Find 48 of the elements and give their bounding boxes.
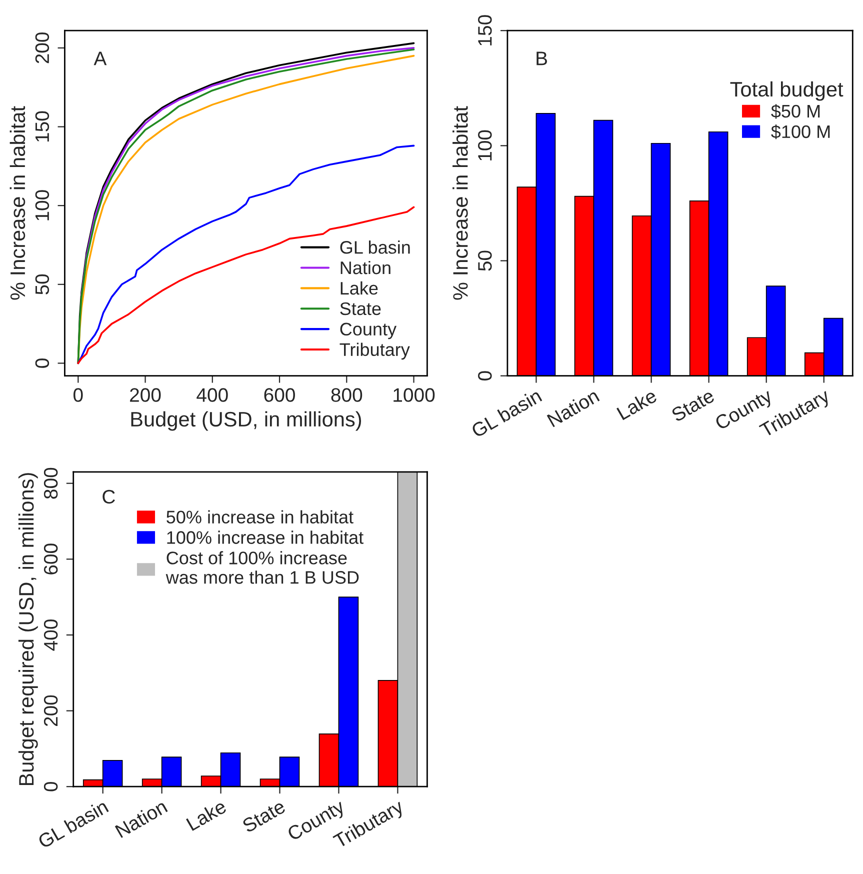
x-tick-label: 400 bbox=[196, 388, 228, 402]
legend-label: Tributary bbox=[340, 342, 410, 360]
annotation: C bbox=[102, 490, 115, 504]
x-tick-label: 200 bbox=[130, 388, 161, 402]
x-tick-label: GL basin bbox=[470, 388, 542, 438]
y-axis-title: Budget required (USD, in millions) bbox=[18, 473, 38, 786]
legend-title: Total budget bbox=[730, 81, 844, 101]
x-axis-title: Budget (USD, in millions) bbox=[131, 411, 362, 431]
y-axis-title: % Increase in habitat bbox=[452, 106, 468, 300]
y-tick-label: 150 bbox=[35, 111, 50, 142]
line-series bbox=[80, 47, 415, 296]
legend-label: 50% increase in habitat bbox=[166, 510, 354, 524]
x-tick-label: 800 bbox=[331, 388, 362, 402]
x-tick-label: Lake bbox=[616, 388, 658, 420]
annotation: A bbox=[94, 52, 107, 66]
y-tick-label: 400 bbox=[44, 620, 58, 651]
legend-label: Nation bbox=[340, 260, 390, 274]
legend-label: $100 M bbox=[771, 124, 830, 140]
x-tick-label: 600 bbox=[264, 388, 295, 402]
x-tick-label: Lake bbox=[186, 798, 228, 832]
y-tick-label: 600 bbox=[44, 544, 58, 574]
x-tick-label: State bbox=[670, 388, 716, 422]
x-tick-label: 0 bbox=[74, 388, 83, 402]
line-series bbox=[77, 144, 415, 364]
legend-label: Lake bbox=[340, 281, 378, 295]
y-tick-label: 50 bbox=[478, 250, 492, 271]
y-tick-label: 0 bbox=[35, 358, 50, 368]
legend-label: 100% increase in habitat bbox=[167, 530, 364, 544]
y-tick-label: 0 bbox=[478, 371, 492, 380]
line-series bbox=[77, 206, 415, 364]
x-tick-label: 1000 bbox=[394, 388, 435, 402]
y-tick-label: 100 bbox=[35, 190, 50, 220]
y-tick-label: 100 bbox=[478, 130, 492, 160]
y-tick-label: 200 bbox=[44, 695, 58, 726]
annotation: B bbox=[536, 52, 548, 66]
y-tick-label: 200 bbox=[35, 32, 50, 64]
y-tick-label: 800 bbox=[44, 468, 58, 499]
y-tick-label: 150 bbox=[478, 15, 492, 46]
x-tick-label: GL basin bbox=[36, 799, 109, 849]
legend-label: $50 M bbox=[771, 104, 820, 119]
x-tick-label: State bbox=[241, 799, 286, 834]
legend-label: County bbox=[340, 322, 397, 340]
legend-label: State bbox=[340, 302, 381, 316]
legend-label: Cost of 100% increase was more than 1 B USD bbox=[166, 551, 359, 584]
y-tick-label: 0 bbox=[44, 782, 58, 792]
legend-label: GL basin bbox=[340, 240, 410, 254]
y-tick-label: 50 bbox=[35, 274, 50, 294]
y-axis-title: % Increase in habitat bbox=[10, 106, 26, 300]
